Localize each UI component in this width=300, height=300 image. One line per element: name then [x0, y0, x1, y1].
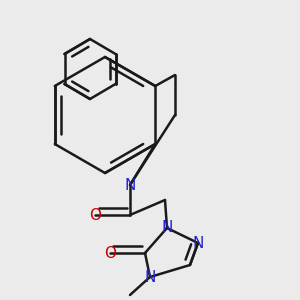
Text: O: O — [89, 208, 101, 223]
Text: O: O — [104, 245, 116, 260]
Text: N: N — [144, 269, 156, 284]
Text: N: N — [161, 220, 173, 236]
Text: N: N — [192, 236, 204, 250]
Text: N: N — [124, 178, 136, 193]
